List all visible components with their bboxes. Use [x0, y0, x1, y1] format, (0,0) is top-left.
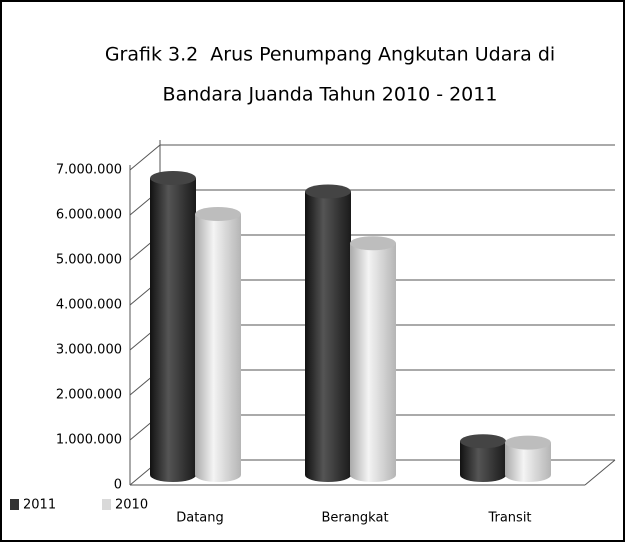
bar-part	[505, 435, 551, 450]
y-tick-label: 1.000.000	[56, 433, 122, 448]
chart-title: Grafik 3.2 Arus Penumpang Angkutan Udara…	[105, 44, 555, 66]
floor-side	[584, 459, 616, 486]
bar-part	[350, 236, 396, 251]
bar-part	[350, 243, 396, 475]
bar-part	[195, 207, 241, 221]
legend-label: 2010	[115, 498, 148, 513]
y-tick-label: 4.000.000	[56, 298, 122, 313]
y-tick-label: 2.000.000	[56, 388, 122, 403]
bar-part	[195, 214, 241, 475]
x-tick-label: Transit	[487, 511, 531, 526]
bar	[305, 184, 351, 482]
bar	[505, 435, 551, 482]
y-tick-label: 7.000.000	[56, 163, 122, 178]
bar-part	[305, 191, 351, 475]
bar	[350, 236, 396, 482]
legend-swatch	[10, 499, 19, 510]
bar-part	[150, 171, 196, 185]
legend-label: 2011	[23, 498, 56, 513]
bar-part	[305, 184, 351, 199]
y-tick-label: 3.000.000	[56, 343, 122, 358]
x-tick-label: Datang	[176, 511, 224, 526]
bar	[195, 207, 241, 482]
x-tick-label: Berangkat	[321, 511, 388, 526]
y-tick-label: 0	[114, 478, 122, 493]
bar-part	[150, 178, 196, 475]
chart-title: Bandara Juanda Tahun 2010 - 2011	[163, 84, 498, 106]
bar	[460, 434, 506, 482]
bar	[150, 171, 196, 482]
bar-part	[460, 434, 506, 449]
y-tick-label: 5.000.000	[56, 253, 122, 268]
grid-line	[129, 144, 161, 171]
legend-swatch	[102, 499, 111, 510]
y-tick-label: 6.000.000	[56, 208, 122, 223]
